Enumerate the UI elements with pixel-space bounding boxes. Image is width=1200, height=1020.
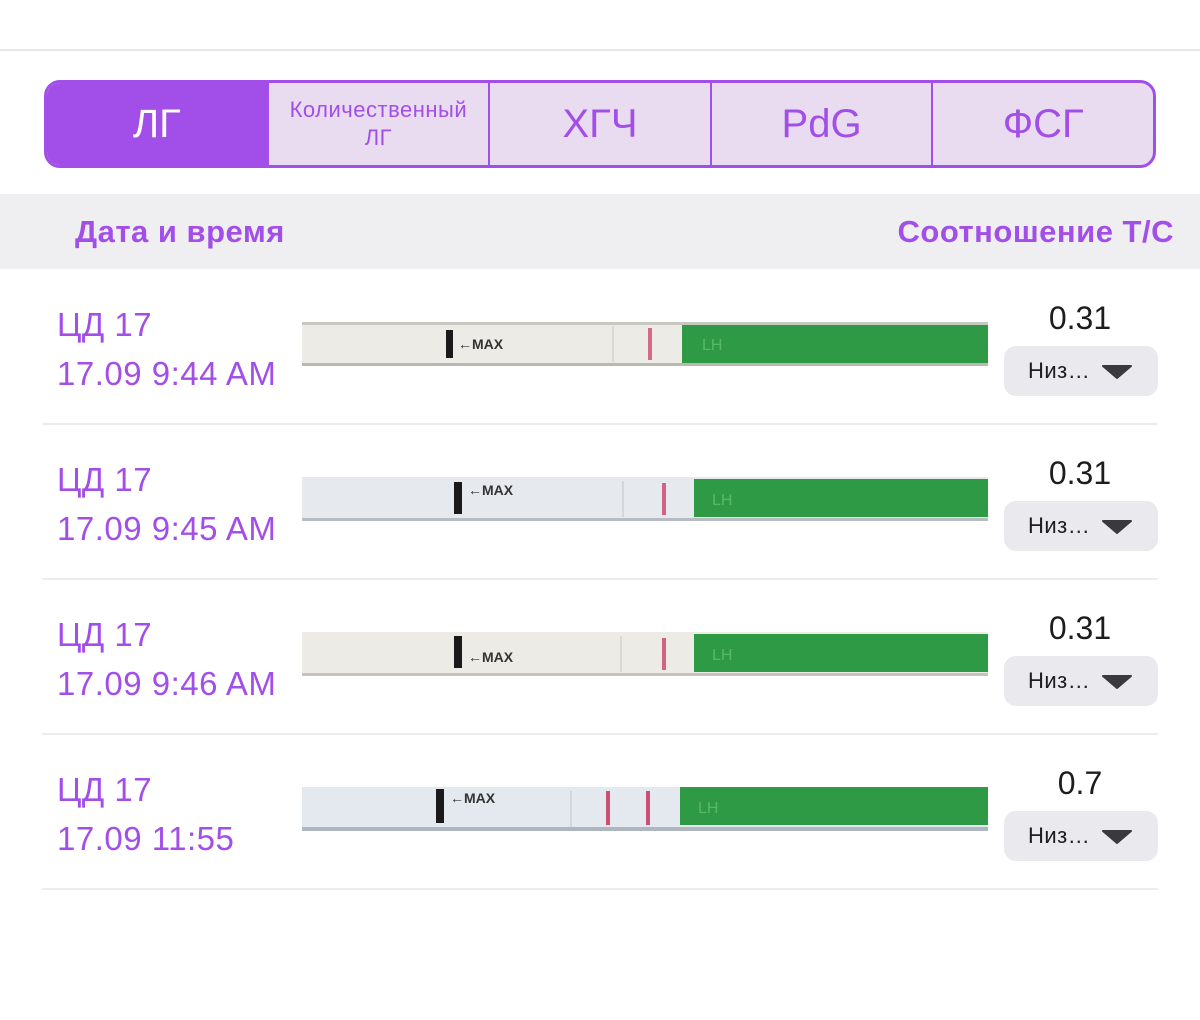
strip-max-label: ←MAX	[458, 336, 504, 352]
triangle-down-icon	[1102, 830, 1132, 844]
tc-ratio-value: 0.31	[1048, 455, 1112, 491]
test-strip-image: ←MAX LH	[302, 322, 988, 366]
table-row[interactable]: ЦД 17 17.09 9:45 AM ←MAX LH 0.31 Низ…	[42, 425, 1158, 580]
tab-quantitative-lh[interactable]: Количественный ЛГ	[266, 83, 489, 165]
level-dropdown[interactable]: Низ…	[1004, 501, 1158, 551]
tab-pdg[interactable]: PdG	[709, 83, 932, 165]
tab-lh[interactable]: ЛГ	[47, 83, 267, 165]
strip-lh-label: LH	[702, 337, 722, 354]
strip-lh-label: LH	[712, 647, 732, 664]
cycle-day: ЦД 17	[57, 616, 153, 653]
test-strip-image: ←MAX LH	[302, 632, 988, 676]
strip-lh-label: LH	[698, 800, 718, 817]
test-strip-image: ←MAX LH	[302, 477, 988, 521]
strip-lh-label: LH	[712, 492, 732, 509]
level-dropdown-label: Низ…	[1028, 668, 1091, 693]
header-tc-ratio: Соотношение Т/С	[897, 214, 1174, 249]
level-dropdown-label: Низ…	[1028, 358, 1091, 383]
triangle-down-icon	[1102, 675, 1132, 689]
table-row[interactable]: ЦД 17 17.09 9:44 AM ←MAX LH 0.31 Низ…	[42, 270, 1158, 425]
test-datetime: 17.09 9:46 AM	[57, 665, 277, 702]
tab-hcg[interactable]: ХГЧ	[488, 83, 710, 165]
level-dropdown[interactable]: Низ…	[1004, 346, 1158, 396]
triangle-down-icon	[1102, 365, 1132, 379]
cycle-day: ЦД 17	[57, 771, 153, 808]
level-dropdown-label: Низ…	[1028, 823, 1091, 848]
tc-ratio-value: 0.31	[1048, 300, 1112, 336]
tab-quantitative-lh-label: Количественный ЛГ	[289, 97, 468, 150]
strip-max-label: ←MAX	[450, 790, 496, 806]
table-row[interactable]: ЦД 17 17.09 11:55 ←MAX LH 0.7 Низ…	[42, 735, 1158, 890]
tab-fsh[interactable]: ФСГ	[931, 83, 1153, 165]
cycle-day: ЦД 17	[57, 306, 153, 343]
cycle-day: ЦД 17	[57, 461, 153, 498]
level-dropdown[interactable]: Низ…	[1004, 811, 1158, 861]
tc-ratio-value: 0.7	[1057, 765, 1103, 801]
level-dropdown[interactable]: Низ…	[1004, 656, 1158, 706]
level-dropdown-label: Низ…	[1028, 513, 1091, 538]
test-type-segmented-control: ЛГ Количественный ЛГ ХГЧ PdG ФСГ	[44, 80, 1156, 168]
strip-max-label: ←MAX	[468, 482, 514, 498]
test-datetime: 17.09 11:55	[57, 820, 235, 857]
strip-max-label: ←MAX	[468, 649, 514, 665]
top-divider	[0, 49, 1200, 51]
header-datetime: Дата и время	[75, 214, 285, 249]
table-row[interactable]: ЦД 17 17.09 9:46 AM ←MAX LH 0.31 Низ…	[42, 580, 1158, 735]
triangle-down-icon	[1102, 520, 1132, 534]
test-datetime: 17.09 9:45 AM	[57, 510, 277, 547]
test-strip-image: ←MAX LH	[302, 787, 988, 831]
test-datetime: 17.09 9:44 AM	[57, 355, 277, 392]
tc-ratio-value: 0.31	[1048, 610, 1112, 646]
table-header: Дата и время Соотношение Т/С	[0, 194, 1200, 269]
